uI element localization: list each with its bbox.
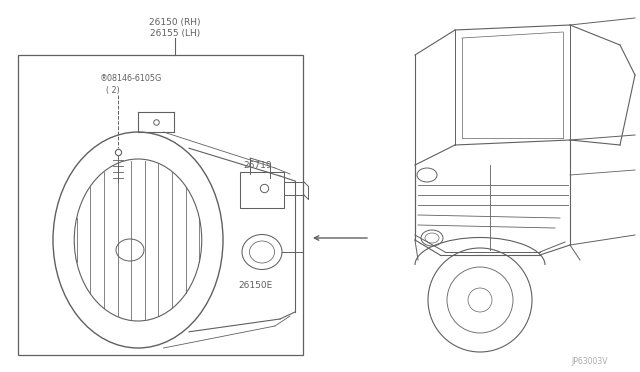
Text: ( 2): ( 2): [106, 86, 120, 94]
Text: 26155 (LH): 26155 (LH): [150, 29, 200, 38]
Text: 26150E: 26150E: [238, 280, 272, 289]
Bar: [240, 172, 284, 208]
Text: 26719: 26719: [244, 160, 272, 170]
Text: ®08146-6105G: ®08146-6105G: [100, 74, 163, 83]
Text: 26150 (RH): 26150 (RH): [149, 17, 201, 26]
Bar: [18, 55, 303, 355]
Text: JP63003V: JP63003V: [572, 357, 608, 366]
